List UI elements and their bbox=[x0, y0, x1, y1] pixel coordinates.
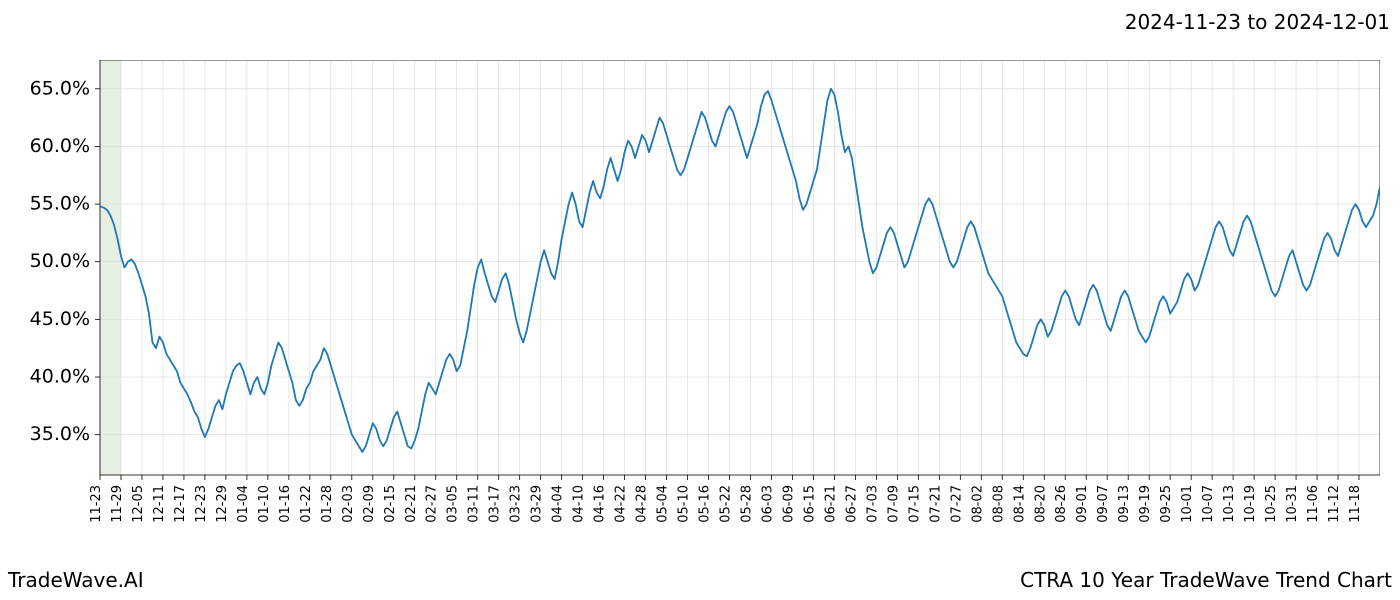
svg-text:01-22: 01-22 bbox=[299, 485, 314, 523]
svg-text:09-19: 09-19 bbox=[1138, 485, 1153, 523]
svg-text:07-03: 07-03 bbox=[865, 485, 880, 523]
svg-text:02-09: 02-09 bbox=[362, 485, 377, 523]
svg-text:06-21: 06-21 bbox=[823, 485, 838, 523]
svg-text:08-08: 08-08 bbox=[991, 485, 1006, 523]
svg-text:03-05: 03-05 bbox=[446, 485, 461, 523]
svg-text:08-14: 08-14 bbox=[1012, 485, 1027, 523]
svg-text:10-31: 10-31 bbox=[1285, 485, 1300, 523]
trend-chart: 11-2311-2912-0512-1112-1712-2312-2901-04… bbox=[100, 60, 1380, 475]
svg-text:12-29: 12-29 bbox=[215, 485, 230, 523]
svg-text:06-03: 06-03 bbox=[760, 485, 775, 523]
svg-text:09-07: 09-07 bbox=[1096, 485, 1111, 523]
svg-text:01-16: 01-16 bbox=[278, 485, 293, 523]
svg-text:06-15: 06-15 bbox=[802, 485, 817, 523]
svg-text:02-03: 02-03 bbox=[341, 485, 356, 523]
svg-text:04-28: 04-28 bbox=[635, 485, 650, 523]
svg-text:10-01: 10-01 bbox=[1180, 485, 1195, 523]
svg-text:60.0%: 60.0% bbox=[30, 135, 90, 157]
svg-text:07-09: 07-09 bbox=[886, 485, 901, 523]
svg-text:10-07: 10-07 bbox=[1201, 485, 1216, 523]
svg-text:09-01: 09-01 bbox=[1075, 485, 1090, 523]
svg-text:08-26: 08-26 bbox=[1054, 485, 1069, 523]
svg-text:12-23: 12-23 bbox=[194, 485, 209, 523]
svg-text:03-17: 03-17 bbox=[488, 485, 503, 523]
svg-text:11-18: 11-18 bbox=[1348, 485, 1363, 523]
chart-svg: 11-23 11-29 12-05 12-11 12-17 12-23 12-29 01-04… bbox=[20, 60, 1380, 560]
svg-text:02-21: 02-21 bbox=[404, 485, 419, 523]
svg-text:04-22: 04-22 bbox=[614, 485, 629, 523]
svg-text:11-12: 11-12 bbox=[1327, 485, 1342, 523]
svg-text:10-25: 10-25 bbox=[1264, 485, 1279, 523]
svg-text:08-02: 08-02 bbox=[970, 485, 985, 523]
svg-text:04-10: 04-10 bbox=[572, 485, 587, 523]
svg-text:03-29: 03-29 bbox=[530, 485, 545, 523]
svg-text:06-09: 06-09 bbox=[781, 485, 796, 523]
chart-title-footer: CTRA 10 Year TradeWave Trend Chart bbox=[1020, 568, 1392, 592]
svg-text:07-15: 07-15 bbox=[907, 485, 922, 523]
svg-text:12-17: 12-17 bbox=[173, 485, 188, 523]
svg-text:04-16: 04-16 bbox=[593, 485, 608, 523]
svg-text:05-10: 05-10 bbox=[677, 485, 692, 523]
svg-text:06-27: 06-27 bbox=[844, 485, 859, 523]
svg-text:05-28: 05-28 bbox=[739, 485, 754, 523]
svg-text:09-13: 09-13 bbox=[1117, 485, 1132, 523]
svg-text:10-19: 10-19 bbox=[1243, 485, 1258, 523]
svg-text:45.0%: 45.0% bbox=[30, 308, 90, 330]
svg-text:55.0%: 55.0% bbox=[30, 193, 90, 215]
svg-text:35.0%: 35.0% bbox=[30, 423, 90, 445]
svg-text:05-04: 05-04 bbox=[656, 485, 671, 523]
svg-text:08-20: 08-20 bbox=[1033, 485, 1048, 523]
svg-text:50.0%: 50.0% bbox=[30, 250, 90, 272]
svg-text:05-16: 05-16 bbox=[698, 485, 713, 523]
svg-text:02-15: 02-15 bbox=[383, 485, 398, 523]
svg-text:65.0%: 65.0% bbox=[30, 77, 90, 99]
svg-text:01-04: 01-04 bbox=[236, 485, 251, 523]
svg-text:40.0%: 40.0% bbox=[30, 366, 90, 388]
svg-text:11-23: 11-23 bbox=[89, 485, 104, 523]
brand-footer: TradeWave.AI bbox=[8, 568, 144, 592]
svg-text:05-22: 05-22 bbox=[719, 485, 734, 523]
svg-text:10-13: 10-13 bbox=[1222, 485, 1237, 523]
svg-text:01-10: 01-10 bbox=[257, 485, 272, 523]
date-range-header: 2024-11-23 to 2024-12-01 bbox=[1125, 10, 1390, 34]
svg-text:09-25: 09-25 bbox=[1159, 485, 1174, 523]
svg-text:01-28: 01-28 bbox=[320, 485, 335, 523]
svg-text:03-23: 03-23 bbox=[509, 485, 524, 523]
svg-text:07-21: 07-21 bbox=[928, 485, 943, 523]
svg-text:02-27: 02-27 bbox=[425, 485, 440, 523]
svg-text:07-27: 07-27 bbox=[949, 485, 964, 523]
svg-text:12-11: 12-11 bbox=[152, 485, 167, 523]
svg-text:12-05: 12-05 bbox=[131, 485, 146, 523]
svg-text:04-04: 04-04 bbox=[551, 485, 566, 523]
svg-text:11-06: 11-06 bbox=[1306, 485, 1321, 523]
svg-text:11-29: 11-29 bbox=[110, 485, 125, 523]
svg-text:03-11: 03-11 bbox=[467, 485, 482, 523]
